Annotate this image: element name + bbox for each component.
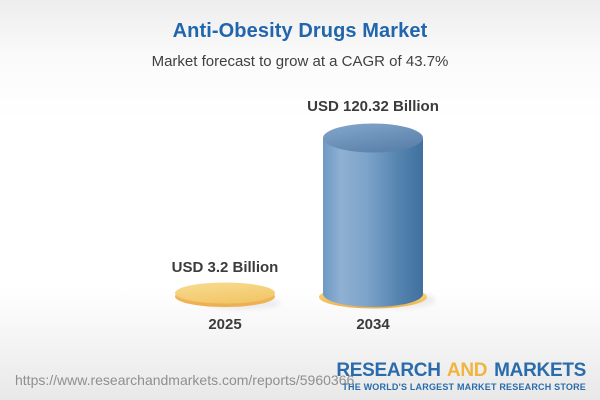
bar-2025-disc bbox=[175, 282, 281, 310]
footer: https://www.researchandmarkets.com/repor… bbox=[0, 354, 600, 400]
value-label-2025: USD 3.2 Billion bbox=[171, 259, 279, 276]
chart-header: Anti-Obesity Drugs Market Market forecas… bbox=[0, 0, 600, 70]
bar-2025-top bbox=[175, 282, 275, 304]
bar-2034-top bbox=[323, 123, 423, 153]
logo-tagline: THE WORLD'S LARGEST MARKET RESEARCH STOR… bbox=[342, 382, 586, 392]
source-url: https://www.researchandmarkets.com/repor… bbox=[15, 372, 355, 388]
bar-2034-cylinder bbox=[319, 123, 436, 309]
axis-label-2034: 2034 bbox=[356, 316, 390, 333]
logo-word-and: AND bbox=[446, 360, 488, 381]
logo-wordmark: RESEARCH AND MARKETS bbox=[336, 361, 586, 380]
chart-subtitle: Market forecast to grow at a CAGR of 43.… bbox=[151, 53, 449, 70]
research-and-markets-logo: RESEARCH AND MARKETS THE WORLD'S LARGEST… bbox=[336, 361, 586, 392]
logo-word-markets: MARKETS bbox=[494, 360, 586, 381]
chart-title: Anti-Obesity Drugs Market bbox=[172, 20, 428, 42]
bar-2034-body bbox=[323, 138, 423, 307]
logo-word-research: RESEARCH bbox=[336, 360, 441, 381]
axis-label-2025: 2025 bbox=[208, 316, 242, 333]
value-label-2034: USD 120.32 Billion bbox=[307, 98, 439, 115]
